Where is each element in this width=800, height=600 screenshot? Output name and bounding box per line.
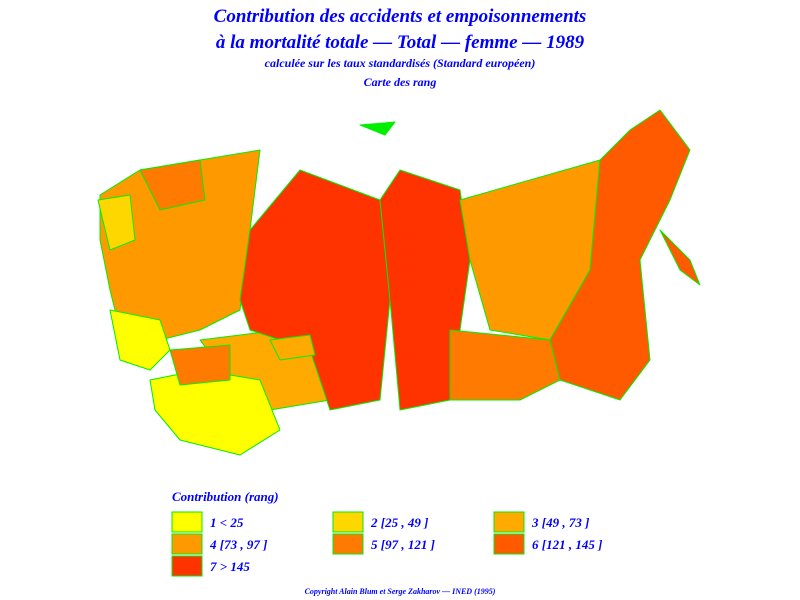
map	[97, 109, 701, 456]
legend-label: 1 < 25	[210, 515, 244, 530]
legend-swatch	[493, 533, 525, 555]
legend-label: 2 [25 , 49 ]	[370, 515, 428, 530]
title-line: à la mortalité totale — Total — femme — …	[216, 32, 585, 53]
subtitle: calculée sur les taux standardisés (Stan…	[265, 56, 536, 70]
legend-swatch	[332, 533, 364, 555]
legend-label: 6 [121 , 145 ]	[532, 537, 602, 552]
legend-label: 5 [97 , 121 ]	[371, 537, 435, 552]
legend-swatch	[171, 533, 203, 555]
copyright: Copyright Alain Blum et Serge Zakharov —…	[305, 587, 496, 596]
legend: 1 < 25 2 [25 , 49 ] 3 [49 , 73 ] 4 [73 , 97…	[171, 511, 602, 577]
title-line: Contribution des accidents et empoisonne…	[214, 6, 587, 27]
legend-swatch	[171, 511, 203, 533]
legend-label: 3 [49 , 73 ]	[531, 515, 589, 530]
legend-swatch	[493, 511, 525, 533]
caption: Carte des rang	[364, 75, 437, 89]
legend-swatch	[332, 511, 364, 533]
legend-label: 7 > 145	[210, 559, 250, 574]
legend-swatch	[171, 555, 203, 577]
legend-label: 4 [73 , 97 ]	[209, 537, 267, 552]
legend-title: Contribution (rang)	[172, 489, 279, 504]
